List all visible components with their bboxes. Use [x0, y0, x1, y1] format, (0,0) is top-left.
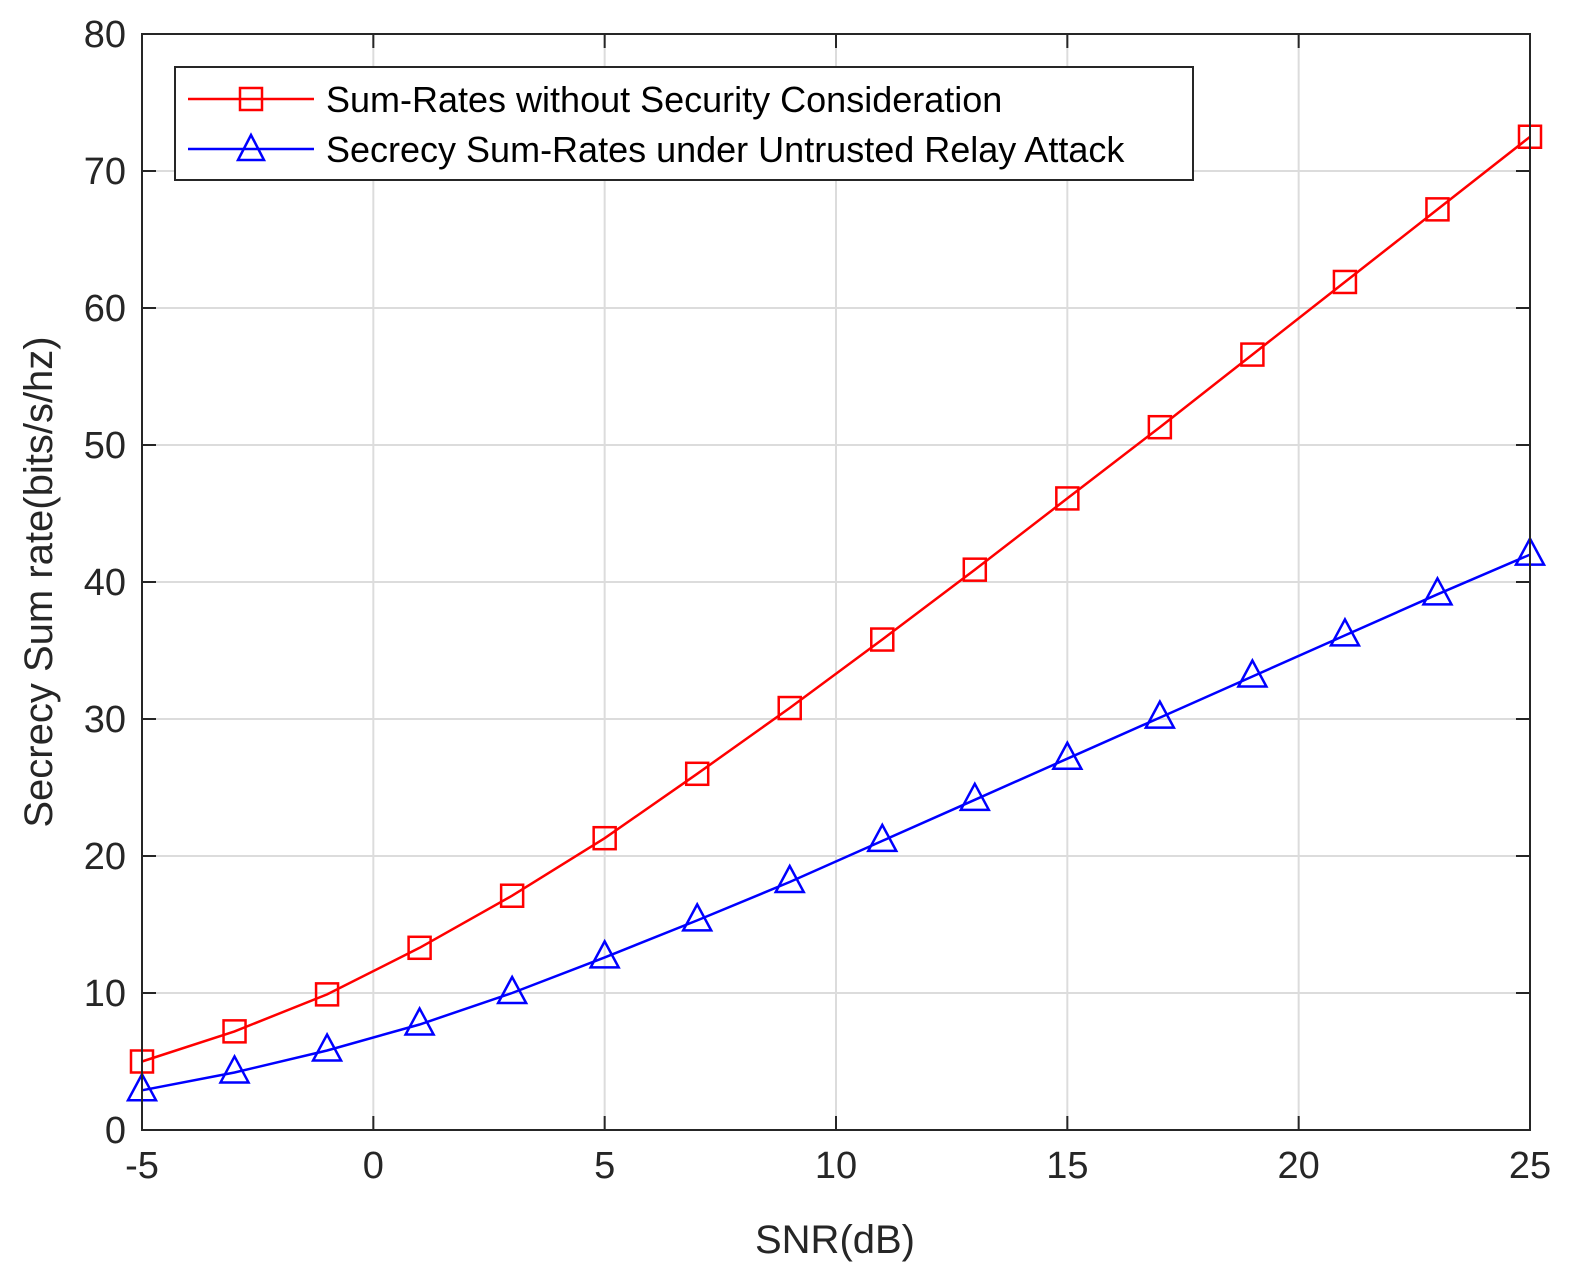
legend: Sum-Rates without Security Consideration… — [174, 66, 1194, 181]
data-point-triangle — [1421, 575, 1454, 606]
data-point-square — [499, 883, 525, 908]
y-tick-label: 20 — [84, 836, 126, 878]
x-axis-label: SNR(dB) — [755, 1218, 915, 1262]
x-tick-label: 5 — [594, 1145, 615, 1187]
data-point-triangle — [773, 863, 806, 894]
data-point-square — [1332, 269, 1358, 295]
data-point-square — [1147, 414, 1173, 440]
data-point-square — [222, 1019, 247, 1044]
data-point-triangle — [681, 901, 714, 932]
x-tick-label: -5 — [125, 1145, 159, 1187]
data-point-triangle — [218, 1053, 251, 1084]
x-tick-label: 0 — [363, 1145, 384, 1187]
data-point-triangle — [958, 781, 991, 812]
series-layer — [125, 124, 1547, 1102]
y-tick-label: 30 — [84, 699, 126, 741]
data-point-triangle — [1328, 616, 1362, 647]
x-tick-label: 25 — [1509, 1145, 1551, 1187]
data-point-triangle — [496, 974, 529, 1005]
data-point-triangle — [310, 1031, 344, 1062]
data-point-square — [1055, 486, 1080, 511]
series-line-1 — [141, 553, 1531, 1092]
data-point-triangle — [403, 1005, 436, 1036]
y-tick-label: 70 — [84, 151, 126, 193]
y-tick-label: 10 — [84, 973, 126, 1015]
data-point-square — [870, 627, 895, 652]
data-point-square — [592, 825, 617, 851]
data-point-square — [684, 761, 710, 787]
legend-box — [174, 66, 1194, 181]
legend-square-marker — [238, 86, 264, 112]
data-point-triangle — [1051, 740, 1084, 770]
series-line-0 — [141, 135, 1531, 1063]
x-tick-label: 10 — [815, 1145, 857, 1187]
data-point-square — [1240, 342, 1265, 367]
x-tick-label: 20 — [1278, 1145, 1320, 1187]
data-point-triangle — [588, 938, 621, 969]
y-tick-label: 0 — [105, 1110, 126, 1152]
data-point-square — [314, 982, 340, 1007]
data-point-triangle — [1143, 698, 1176, 729]
data-point-square — [1425, 197, 1450, 222]
data-point-triangle — [866, 822, 899, 853]
data-point-square — [777, 695, 802, 721]
y-axis-label: Secrecy Sum rate(bits/s/hz) — [17, 336, 61, 827]
legend-label-secrecy: Secrecy Sum-Rates under Untrusted Relay … — [326, 129, 1125, 170]
ticks — [141, 33, 1531, 1131]
x-tick-label: 15 — [1046, 1145, 1088, 1187]
legend-triangle-marker — [235, 132, 267, 162]
legend-label-sum-rates: Sum-Rates without Security Consideration — [326, 79, 1002, 120]
y-tick-label: 60 — [84, 288, 126, 330]
y-tick-label: 50 — [84, 425, 126, 467]
y-tick-label: 80 — [84, 14, 126, 56]
data-point-square — [407, 935, 432, 961]
y-tick-label: 40 — [84, 562, 126, 604]
data-point-triangle — [1236, 657, 1269, 688]
data-point-square — [962, 557, 988, 582]
